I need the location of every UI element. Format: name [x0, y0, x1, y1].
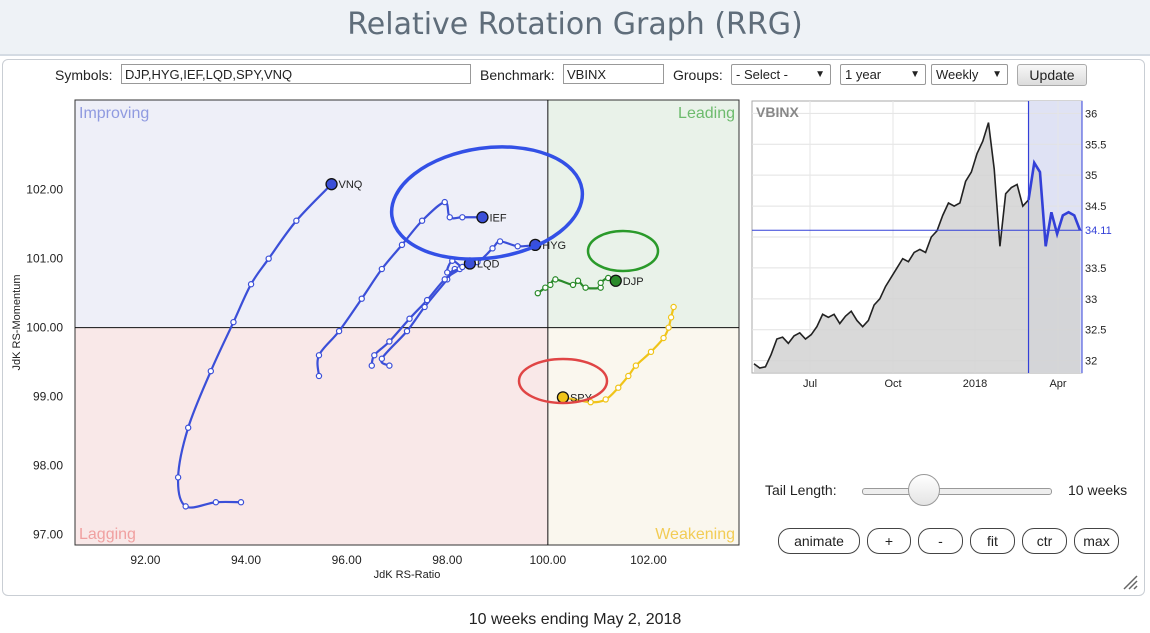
page-header: Relative Rotation Graph (RRG) — [0, 0, 1150, 56]
symbols-input[interactable]: DJP,HYG,IEF,LQD,SPY,VNQ — [121, 64, 471, 84]
period-select-value: 1 year — [845, 67, 882, 82]
tail-length-value: 10 weeks — [1068, 482, 1128, 498]
tail-length-label: Tail Length: — [765, 482, 837, 498]
page-title: Relative Rotation Graph (RRG) — [347, 7, 803, 42]
frequency-select-value: Weekly — [936, 67, 979, 82]
frequency-select[interactable]: Weekly ▼ — [931, 64, 1008, 85]
zoom-out-button[interactable]: - — [918, 528, 963, 554]
zoom-in-button[interactable]: + — [867, 528, 911, 554]
animate-button[interactable]: animate — [778, 528, 860, 554]
update-button[interactable]: Update — [1017, 64, 1087, 86]
fit-button[interactable]: fit — [970, 528, 1015, 554]
groups-select-value: - Select - — [736, 67, 789, 82]
resize-grip-icon[interactable] — [1120, 572, 1138, 590]
center-button[interactable]: ctr — [1022, 528, 1067, 554]
tail-length-slider-handle[interactable] — [908, 474, 941, 506]
groups-label: Groups: — [673, 67, 723, 83]
period-select[interactable]: 1 year ▼ — [840, 64, 926, 85]
chevron-down-icon: ▼ — [815, 69, 825, 80]
benchmark-input[interactable]: VBINX — [563, 64, 664, 84]
tail-length-track[interactable] — [862, 488, 1052, 495]
max-button[interactable]: max — [1074, 528, 1119, 554]
symbols-label: Symbols: — [55, 67, 113, 83]
footer-caption: 10 weeks ending May 2, 2018 — [468, 611, 682, 628]
groups-select[interactable]: - Select - ▼ — [731, 64, 831, 85]
benchmark-label: Benchmark: — [480, 67, 555, 83]
chevron-down-icon: ▼ — [992, 69, 1002, 80]
rrg-panel — [2, 59, 1145, 596]
chevron-down-icon: ▼ — [910, 69, 920, 80]
